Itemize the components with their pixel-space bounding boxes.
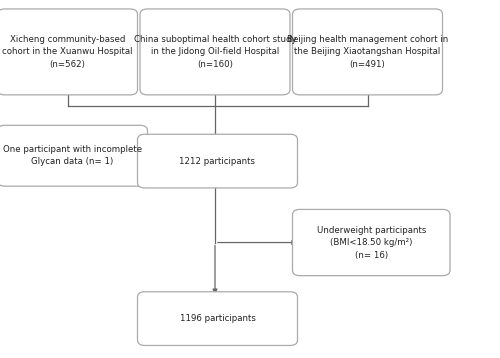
Text: China suboptimal health cohort study
in the Jidong Oil-field Hospital
(n=160): China suboptimal health cohort study in … xyxy=(134,35,296,69)
Text: 1196 participants: 1196 participants xyxy=(180,314,256,323)
FancyBboxPatch shape xyxy=(292,209,450,276)
FancyBboxPatch shape xyxy=(0,125,148,186)
Text: 1212 participants: 1212 participants xyxy=(180,156,256,166)
FancyBboxPatch shape xyxy=(0,9,138,95)
FancyBboxPatch shape xyxy=(138,134,298,188)
Text: Underweight participants
(BMI<18.50 kg/m²)
(n= 16): Underweight participants (BMI<18.50 kg/m… xyxy=(316,226,426,260)
FancyBboxPatch shape xyxy=(138,292,298,345)
Text: One participant with incomplete
Glycan data (n= 1): One participant with incomplete Glycan d… xyxy=(3,145,142,166)
FancyBboxPatch shape xyxy=(140,9,290,95)
Text: Xicheng community-based
cohort in the Xuanwu Hospital
(n=562): Xicheng community-based cohort in the Xu… xyxy=(2,35,133,69)
Text: Beijing health management cohort in
the Beijing Xiaotangshan Hospital
(n=491): Beijing health management cohort in the … xyxy=(287,35,448,69)
FancyBboxPatch shape xyxy=(292,9,442,95)
